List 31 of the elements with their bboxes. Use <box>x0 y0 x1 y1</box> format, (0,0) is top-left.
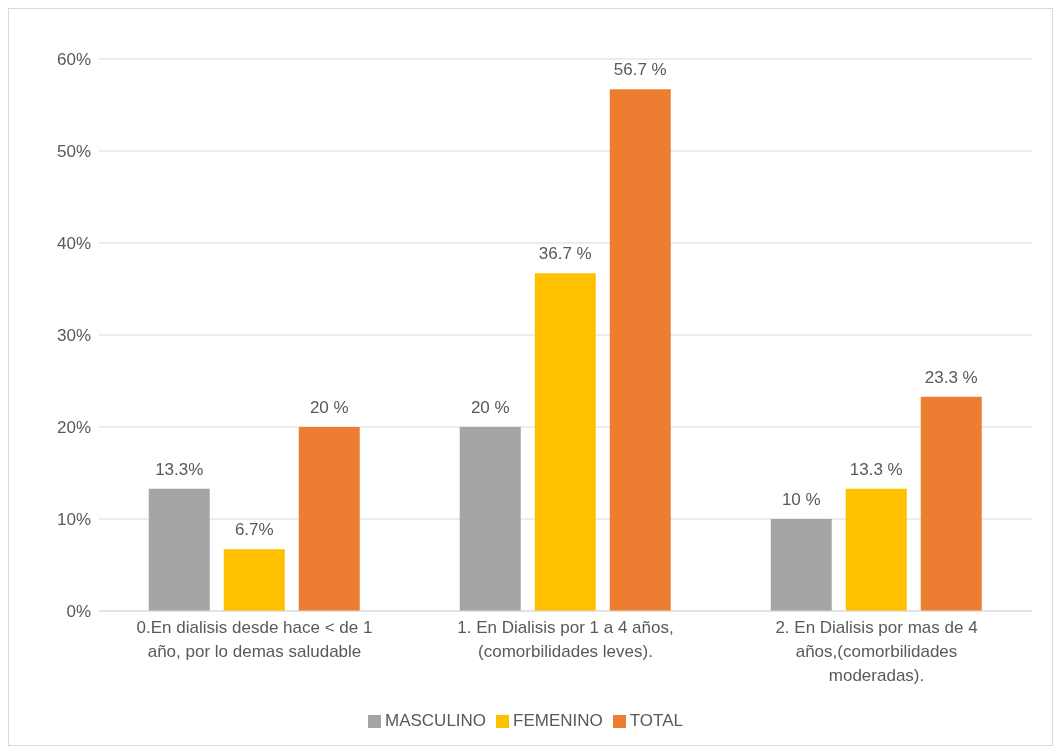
y-tick-label: 10% <box>56 510 91 530</box>
y-tick-label: 20% <box>56 418 91 438</box>
data-label: 56.7 % <box>613 60 667 80</box>
legend-label: MASCULINO <box>384 711 487 730</box>
x-tick-label: 0.En dialisis desde hace < de 1 año, por lo demas saludable <box>136 618 373 661</box>
y-tick-label: 40% <box>56 234 91 254</box>
bar <box>770 519 832 611</box>
y-tick-label: 30% <box>56 326 91 346</box>
bar <box>298 427 360 611</box>
bar <box>148 488 210 611</box>
bar <box>920 396 982 611</box>
data-label: 20 % <box>309 398 349 417</box>
data-label: 36.7 % <box>538 244 592 264</box>
data-label: 13.3% <box>155 459 204 479</box>
data-label: 13.3 % <box>849 459 903 479</box>
bar <box>459 427 521 611</box>
legend-label: TOTAL <box>629 711 684 730</box>
y-tick-label: 0% <box>66 602 91 622</box>
y-tick-label: 50% <box>56 142 91 162</box>
bar <box>223 549 285 611</box>
x-tick-label: 2. En Dialisis por mas de 4 años,(comorbilidades moderadas). <box>775 618 978 685</box>
data-label: 23.3 % <box>924 367 978 387</box>
data-label: 20 % <box>470 398 510 417</box>
legend-label: FEMENINO <box>513 711 603 730</box>
data-label: 6.7% <box>234 520 274 540</box>
x-tick-label: 1. En Dialisis por 1 a 4 años, (comorbilidades leves). <box>457 618 674 661</box>
bar <box>845 488 907 611</box>
bar <box>609 89 671 611</box>
bar <box>534 273 596 611</box>
y-tick-label: 60% <box>56 50 91 70</box>
data-label: 10 % <box>781 490 821 509</box>
